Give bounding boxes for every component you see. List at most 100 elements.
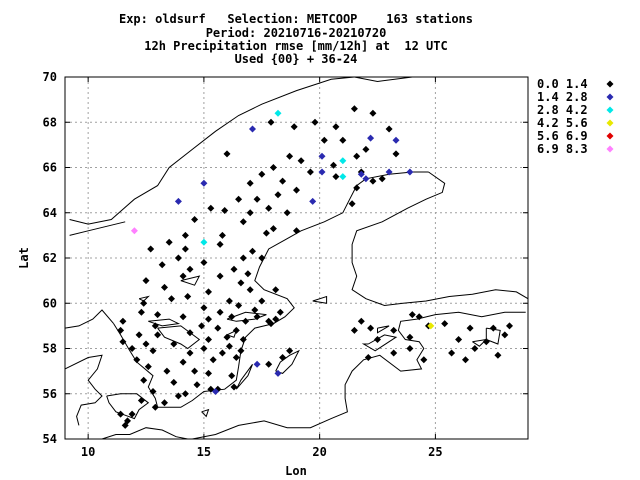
- station-point: [462, 356, 469, 364]
- coastline: [192, 311, 526, 440]
- station-point: [390, 349, 398, 357]
- station-point: [385, 168, 393, 176]
- legend-marker: [606, 106, 614, 114]
- legend-label: 0.0 1.4: [537, 77, 588, 91]
- station-point: [218, 231, 226, 239]
- y-axis-ticks: 54 56 58 60 62 64 66 68 70: [43, 70, 528, 446]
- station-point: [369, 109, 377, 117]
- station-point: [235, 195, 243, 203]
- station-point: [269, 225, 277, 233]
- station-point: [249, 247, 256, 255]
- x-tick-label: 10: [81, 445, 95, 459]
- coastline: [472, 338, 488, 347]
- station-point: [251, 306, 259, 314]
- station-point: [140, 299, 148, 307]
- station-point: [276, 308, 284, 316]
- station-point: [121, 421, 129, 429]
- station-point: [253, 360, 261, 368]
- station-point: [161, 283, 168, 291]
- station-point: [181, 245, 189, 253]
- station-point: [191, 367, 199, 375]
- station-point: [306, 168, 314, 176]
- station-point: [154, 311, 162, 319]
- station-point: [506, 322, 513, 330]
- station-point: [235, 302, 243, 309]
- station-point: [242, 317, 250, 325]
- station-point: [471, 345, 479, 352]
- station-point: [193, 381, 201, 389]
- station-point: [348, 200, 356, 208]
- station-point: [265, 204, 273, 212]
- y-tick-label: 62: [43, 251, 57, 265]
- station-point: [318, 168, 326, 176]
- station-point: [237, 279, 245, 287]
- coastline: [235, 364, 253, 390]
- station-point: [272, 315, 280, 323]
- station-point: [119, 338, 127, 346]
- legend: 0.0 1.41.4 2.82.8 4.24.2 5.65.6 6.96.9 8…: [537, 77, 614, 156]
- coastline: [101, 427, 188, 440]
- x-axis-ticks: 10 15 20 25: [81, 77, 443, 459]
- station-point: [221, 207, 229, 214]
- legend-marker: [606, 119, 614, 127]
- station-point: [174, 254, 182, 262]
- station-point: [385, 125, 393, 133]
- station-point: [133, 356, 141, 364]
- station-point: [357, 317, 365, 325]
- station-point: [253, 195, 261, 203]
- coastline: [69, 221, 126, 236]
- coastline: [180, 275, 201, 286]
- title-line-4: Used {00} + 36-24: [235, 52, 358, 66]
- station-point: [161, 399, 168, 407]
- station-point: [501, 331, 509, 339]
- station-point: [205, 336, 212, 343]
- station-point: [258, 297, 266, 305]
- station-point: [142, 340, 150, 348]
- station-point: [353, 184, 361, 192]
- station-point: [154, 331, 162, 339]
- legend-marker: [606, 132, 614, 140]
- y-tick-label: 56: [43, 387, 57, 401]
- station-point: [200, 345, 208, 352]
- station-point: [390, 326, 398, 334]
- station-point: [258, 170, 266, 178]
- station-point: [170, 340, 178, 348]
- coastline: [106, 393, 150, 420]
- station-point: [179, 313, 187, 321]
- station-point: [378, 175, 386, 183]
- coastline: [377, 325, 390, 334]
- station-point: [232, 354, 240, 361]
- coastline: [226, 329, 238, 338]
- station-point: [232, 326, 240, 334]
- station-point: [179, 358, 187, 366]
- station-point: [374, 336, 381, 343]
- station-point: [117, 326, 125, 334]
- station-point: [168, 295, 175, 303]
- station-point: [415, 313, 423, 321]
- station-point: [205, 369, 212, 377]
- station-point: [223, 333, 231, 341]
- station-point: [262, 229, 270, 237]
- station-point: [140, 376, 148, 384]
- station-point: [350, 105, 358, 113]
- station-point: [214, 324, 222, 332]
- station-point: [246, 209, 254, 217]
- station-point: [225, 342, 233, 350]
- station-point: [151, 403, 159, 411]
- y-tick-label: 66: [43, 161, 57, 175]
- station-point: [272, 286, 280, 294]
- station-point: [117, 410, 125, 418]
- station-point: [293, 186, 300, 194]
- station-point: [200, 304, 208, 312]
- station-point: [267, 320, 275, 328]
- station-point: [466, 324, 474, 332]
- station-point: [258, 254, 266, 262]
- coastline: [312, 295, 328, 304]
- gridlines: [65, 77, 528, 439]
- station-point: [364, 354, 372, 361]
- station-point: [239, 218, 247, 226]
- station-point: [174, 392, 182, 400]
- station-point: [186, 349, 194, 357]
- station-point: [147, 245, 155, 253]
